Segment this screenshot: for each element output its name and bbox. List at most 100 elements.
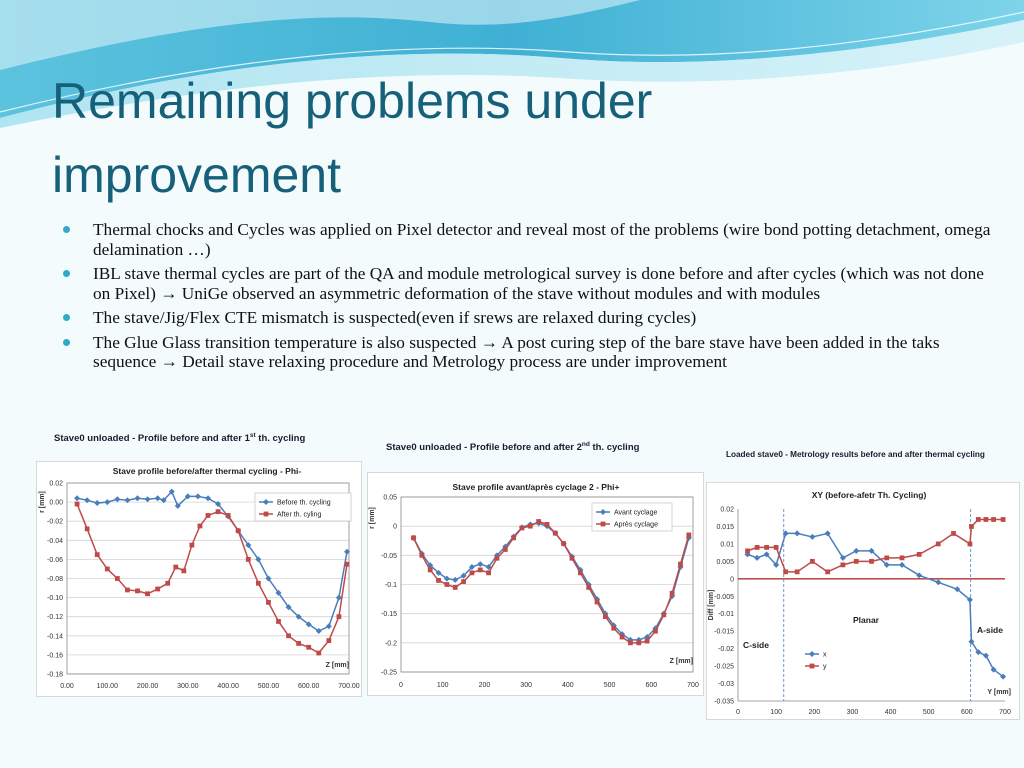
data-point	[94, 552, 100, 558]
data-point	[144, 496, 151, 503]
data-point	[653, 628, 658, 634]
caption-superscript: st	[249, 432, 256, 439]
bullet-item: The stave/Jig/Flex CTE mismatch is suspe…	[58, 308, 993, 328]
chart-3-panel: XY (before-afetr Th. Cycling) 0.02 0.015 0.…	[706, 482, 1020, 720]
x-tick-label: 300	[520, 682, 532, 689]
data-point	[276, 619, 281, 624]
data-point	[225, 513, 231, 518]
data-point	[966, 596, 973, 603]
data-point	[477, 561, 484, 568]
x-tick-label: 600.00	[298, 683, 320, 690]
data-point	[773, 545, 779, 550]
x-tick-label: 700	[999, 709, 1011, 716]
x-tick-label: 100.00	[97, 683, 119, 690]
bullet-item: The Glue Glass transition temperature is…	[58, 333, 993, 372]
data-point	[899, 561, 906, 568]
data-point	[628, 640, 633, 646]
y-tick-label: -0.04	[47, 538, 63, 545]
y-tick-label: -0.16	[47, 652, 63, 659]
y-tick-label: -0.08	[47, 576, 63, 583]
data-point	[990, 666, 997, 673]
y-tick-label: 0.02	[49, 481, 63, 488]
data-point	[486, 570, 491, 576]
data-point	[74, 495, 81, 502]
data-point	[194, 493, 201, 500]
data-point	[335, 594, 342, 601]
data-point	[916, 551, 922, 557]
plot-frame	[66, 482, 350, 675]
y-axis-label: r [mm]	[39, 491, 46, 513]
legend-label: x	[823, 652, 827, 659]
legend-box	[254, 492, 352, 522]
data-point	[160, 497, 167, 504]
data-point	[104, 499, 111, 506]
stave-profile-chart-phi-minus: Stave profile before/after thermal cycli…	[39, 466, 360, 690]
data-point	[189, 542, 195, 548]
data-point	[174, 502, 181, 509]
legend-label: After th. cyling	[277, 512, 321, 519]
y-tick-label: -0.2	[385, 640, 397, 647]
data-point	[954, 586, 961, 593]
y-tick-label: -0.1	[385, 582, 397, 589]
data-point	[794, 530, 801, 537]
data-point	[935, 579, 942, 586]
data-point	[286, 633, 291, 639]
y-tick-label: 0	[393, 524, 397, 531]
data-point	[477, 567, 483, 573]
data-point	[1000, 673, 1007, 680]
data-point	[343, 548, 350, 555]
data-point	[809, 651, 815, 657]
x-tick-label: 600	[645, 682, 657, 689]
data-point	[134, 495, 141, 502]
header-wave-decoration	[0, 0, 1024, 128]
data-point	[215, 509, 221, 515]
data-point	[427, 567, 433, 573]
data-point	[745, 548, 750, 554]
data-point	[586, 585, 592, 590]
data-point	[809, 558, 815, 564]
data-point	[145, 591, 150, 597]
caption-superscript: nd	[581, 441, 590, 448]
x-tick-label: 400	[562, 682, 574, 689]
caption-text: Stave0 unloaded - Profile before and aft…	[386, 442, 582, 454]
data-point	[235, 528, 241, 534]
y-tick-label: -0.14	[47, 633, 63, 640]
data-point	[1000, 517, 1006, 522]
xy-metrology-chart: XY (before-afetr Th. Cycling) 0.02 0.015 0.…	[708, 490, 1011, 716]
data-point	[502, 547, 508, 552]
data-point	[809, 663, 815, 669]
x-tick-label: 400	[885, 709, 897, 716]
data-point	[619, 634, 625, 640]
data-point	[135, 588, 140, 594]
data-point	[315, 628, 322, 635]
y-tick-label: -0.06	[47, 557, 63, 564]
x-axis-label: Z [mm]	[326, 662, 349, 669]
data-point	[468, 564, 475, 570]
caption-text: Stave0 unloaded - Profile before and aft…	[54, 433, 250, 445]
data-point	[197, 523, 203, 529]
data-point	[263, 511, 269, 517]
y-tick-label: 0.005	[716, 559, 734, 566]
legend-label: Après cyclage	[614, 522, 658, 529]
x-axis-label: Y [mm]	[987, 689, 1011, 696]
y-tick-label: -0.02	[718, 646, 734, 653]
data-point	[636, 640, 642, 646]
y-tick-label: -0.05	[381, 553, 397, 560]
data-point	[184, 493, 191, 500]
y-tick-label: -0.03	[718, 681, 734, 688]
data-point	[325, 623, 332, 630]
annotation-label: A-side	[977, 625, 1003, 635]
x-tick-label: 200	[479, 682, 491, 689]
x-tick-label: 100	[770, 709, 782, 716]
chart-title: XY (before-afetr Th. Cycling)	[812, 490, 927, 500]
x-tick-label: 100	[437, 682, 449, 689]
data-point	[215, 501, 222, 508]
data-point	[853, 547, 860, 554]
stave-profile-chart-phi-plus: Stave profile avant/après cyclage 2 - Ph…	[369, 482, 699, 689]
x-tick-label: 200	[808, 709, 820, 716]
annotation-label: Planar	[853, 615, 880, 625]
data-point	[669, 590, 675, 596]
data-point	[982, 652, 989, 659]
data-point	[975, 649, 982, 656]
data-point	[511, 535, 517, 541]
